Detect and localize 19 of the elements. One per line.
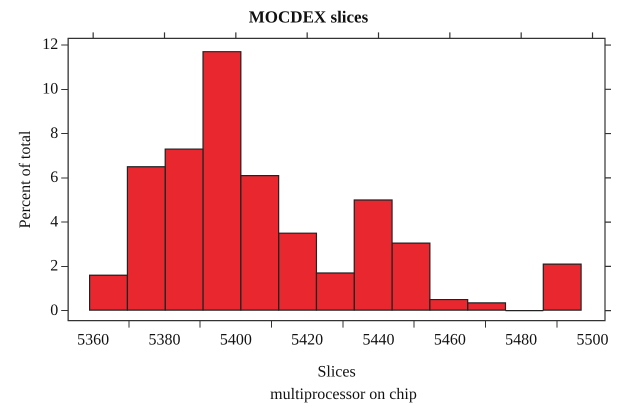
- x-tick-label: 5380: [148, 331, 181, 348]
- x-tick-label: 5480: [505, 331, 538, 348]
- chart-title: MOCDEX slices: [248, 8, 369, 27]
- y-tick-label: 6: [50, 169, 58, 186]
- x-axis-title: Slices: [317, 364, 356, 381]
- y-tick-label: 4: [50, 213, 58, 230]
- y-tick-label: 10: [42, 80, 58, 98]
- x-tick-label: 5440: [362, 331, 395, 348]
- y-axis-title: Percent of total: [16, 130, 34, 228]
- x-tick-label: 5460: [434, 331, 466, 348]
- text: multiprocessor on chip: [269, 386, 418, 404]
- y-tick-label: 0: [50, 302, 58, 319]
- y-tick-label: 8: [50, 124, 58, 142]
- x-tick-label: 5400: [220, 331, 252, 348]
- x-tick-label: 5500: [576, 331, 609, 348]
- y-tick-label: 2: [50, 258, 58, 275]
- y-tick-label: 12: [42, 36, 58, 54]
- x-tick-label: 5420: [291, 331, 324, 348]
- x-tick-label: 5360: [77, 331, 110, 348]
